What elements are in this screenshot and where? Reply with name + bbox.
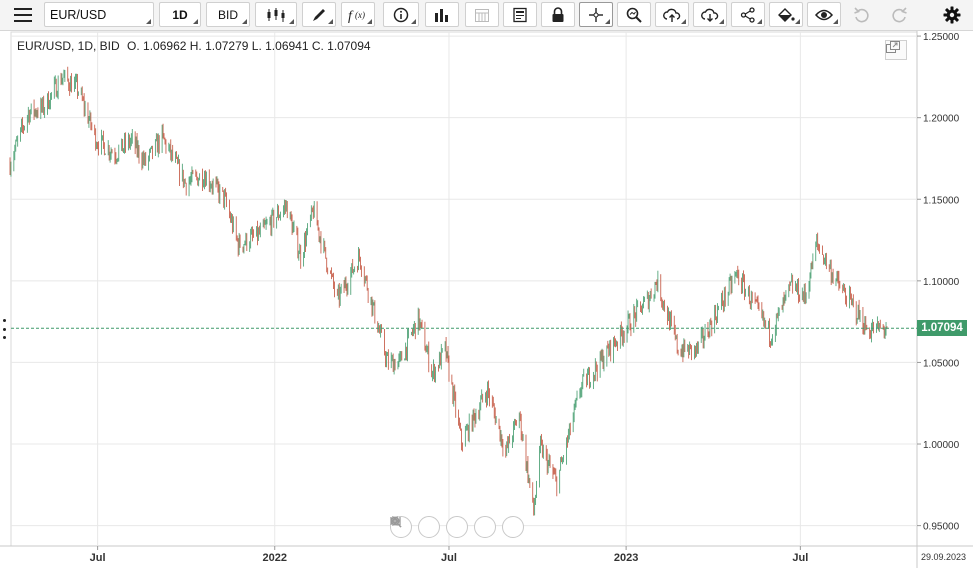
share-button[interactable] xyxy=(731,2,765,27)
share-icon xyxy=(740,6,755,23)
interval-value: 1D xyxy=(172,7,188,22)
download-button[interactable] xyxy=(693,2,727,27)
x-tick-label: Jul xyxy=(90,552,106,564)
cloud-download-icon xyxy=(701,8,719,22)
lock-button[interactable] xyxy=(541,2,575,27)
undo-icon xyxy=(854,6,869,22)
price-type-value: BID xyxy=(217,7,238,22)
y-tick-label: 1.20000 xyxy=(923,114,960,125)
redo-button[interactable] xyxy=(885,2,915,27)
chart-canvas[interactable]: 1.25000 1.20000 1.15000 1.10000 1.05000 1.000… xyxy=(0,31,973,568)
crosshair-button[interactable] xyxy=(579,2,613,27)
popout-icon xyxy=(886,41,900,53)
zoom-icon xyxy=(626,7,642,23)
zoom-button[interactable] xyxy=(617,2,651,27)
chart-navigation xyxy=(390,516,524,538)
y-tick-label: 0.95000 xyxy=(923,522,960,533)
redo-icon xyxy=(892,6,907,22)
scroll-right-icon xyxy=(392,516,399,526)
symbol-input[interactable]: EUR/USD xyxy=(44,2,154,27)
price-type-selector[interactable]: BID xyxy=(206,2,250,27)
eye-icon xyxy=(815,9,833,20)
info-button[interactable] xyxy=(383,2,419,27)
popout-button[interactable] xyxy=(885,40,907,60)
paint-icon xyxy=(778,7,795,22)
plot-area xyxy=(10,31,918,547)
symbol-value: EUR/USD xyxy=(50,7,107,22)
price-chart[interactable]: 1.25000 1.20000 1.15000 1.10000 1.05000 1.000… xyxy=(0,31,973,568)
pencil-icon xyxy=(313,8,325,21)
cloud-upload-icon xyxy=(663,8,681,22)
x-tick-label: 2022 xyxy=(262,552,286,564)
x-tick-label: Jul xyxy=(441,552,457,564)
y-tick-label: 1.05000 xyxy=(923,358,960,369)
calendar-icon xyxy=(475,8,489,22)
y-tick-label: 1.25000 xyxy=(923,32,960,43)
crosshair-icon xyxy=(589,7,603,22)
report-button[interactable] xyxy=(503,2,537,27)
chart-legend: EUR/USD, 1D, BID O. 1.06962 H. 1.07279 L… xyxy=(17,39,375,53)
candles-group xyxy=(9,66,888,516)
y-tick-label: 1.00000 xyxy=(923,440,960,451)
volume-bars-button[interactable] xyxy=(425,2,459,27)
candles-icon xyxy=(267,7,285,22)
y-tick-label: 1.10000 xyxy=(923,277,960,288)
legend-ohlc: O. 1.06962 H. 1.07279 L. 1.06941 C. 1.07… xyxy=(127,39,371,53)
last-price-tag: 1.07094 xyxy=(917,320,967,337)
visibility-button[interactable] xyxy=(807,2,841,27)
x-tick-label: Jul xyxy=(792,552,808,564)
x-end-date-label: 29.09.2023 xyxy=(921,552,966,562)
info-icon xyxy=(393,7,409,22)
calendar-button[interactable] xyxy=(465,2,499,27)
bars-icon xyxy=(435,8,448,22)
lock-icon xyxy=(552,6,564,22)
scroll-right-button[interactable] xyxy=(392,516,524,538)
svg-text:(x): (x) xyxy=(355,10,365,20)
drawing-tools-button[interactable] xyxy=(302,2,336,27)
report-icon xyxy=(513,7,527,22)
indicators-button[interactable]: f (x) xyxy=(341,2,375,27)
pane-resize-handle[interactable] xyxy=(3,319,7,339)
upload-button[interactable] xyxy=(655,2,689,27)
toolbar: EUR/USD 1D BID f (x) xyxy=(0,0,973,31)
legend-instrument: EUR/USD, 1D, BID xyxy=(17,39,120,53)
svg-text:f: f xyxy=(348,9,354,23)
chart-type-button[interactable] xyxy=(255,2,297,27)
zoom-in-button[interactable] xyxy=(390,516,496,538)
undo-button[interactable] xyxy=(846,2,876,27)
x-tick-label: 2023 xyxy=(614,552,638,564)
style-button[interactable] xyxy=(769,2,803,27)
menu-icon xyxy=(14,7,32,22)
interval-selector[interactable]: 1D xyxy=(159,2,201,27)
zoom-out-button[interactable] xyxy=(390,516,440,538)
gear-icon xyxy=(943,6,961,23)
reset-view-button[interactable] xyxy=(390,516,468,538)
settings-button[interactable] xyxy=(938,2,966,27)
y-tick-label: 1.15000 xyxy=(923,195,960,206)
function-icon: f (x) xyxy=(348,9,365,23)
main-menu-button[interactable] xyxy=(8,2,38,27)
